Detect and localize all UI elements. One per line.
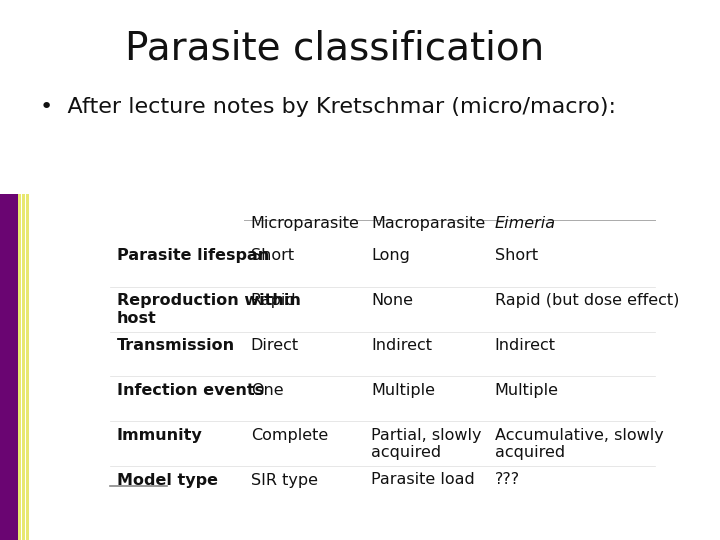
Text: Infection events: Infection events (117, 383, 264, 398)
Text: Accumulative, slowly
acquired: Accumulative, slowly acquired (495, 428, 663, 460)
Text: ???: ??? (495, 472, 520, 488)
Text: Eimeria: Eimeria (495, 216, 556, 231)
Text: Microparasite: Microparasite (251, 216, 359, 231)
Text: Partial, slowly
acquired: Partial, slowly acquired (371, 428, 482, 460)
Text: Direct: Direct (251, 338, 299, 353)
FancyBboxPatch shape (22, 194, 25, 540)
Text: Macroparasite: Macroparasite (371, 216, 485, 231)
Text: Short: Short (251, 248, 294, 264)
Text: Indirect: Indirect (371, 338, 432, 353)
Text: Rapid: Rapid (251, 293, 297, 308)
Text: Parasite lifespan: Parasite lifespan (117, 248, 269, 264)
FancyBboxPatch shape (18, 194, 22, 540)
Text: None: None (371, 293, 413, 308)
Text: Rapid (but dose effect): Rapid (but dose effect) (495, 293, 679, 308)
Text: Multiple: Multiple (495, 383, 559, 398)
Text: Short: Short (495, 248, 538, 264)
Text: Indirect: Indirect (495, 338, 556, 353)
Text: Complete: Complete (251, 428, 328, 443)
FancyBboxPatch shape (26, 194, 30, 540)
Text: One: One (251, 383, 284, 398)
Text: Transmission: Transmission (117, 338, 235, 353)
Text: Model type: Model type (117, 472, 218, 488)
Text: Long: Long (371, 248, 410, 264)
FancyBboxPatch shape (0, 194, 18, 540)
Text: Parasite load: Parasite load (371, 472, 474, 488)
Text: Multiple: Multiple (371, 383, 435, 398)
Text: Reproduction within
host: Reproduction within host (117, 293, 301, 326)
Text: Parasite classification: Parasite classification (125, 30, 544, 68)
Text: SIR type: SIR type (251, 472, 318, 488)
Text: •  After lecture notes by Kretschmar (micro/macro):: • After lecture notes by Kretschmar (mic… (40, 97, 616, 117)
Text: Immunity: Immunity (117, 428, 203, 443)
